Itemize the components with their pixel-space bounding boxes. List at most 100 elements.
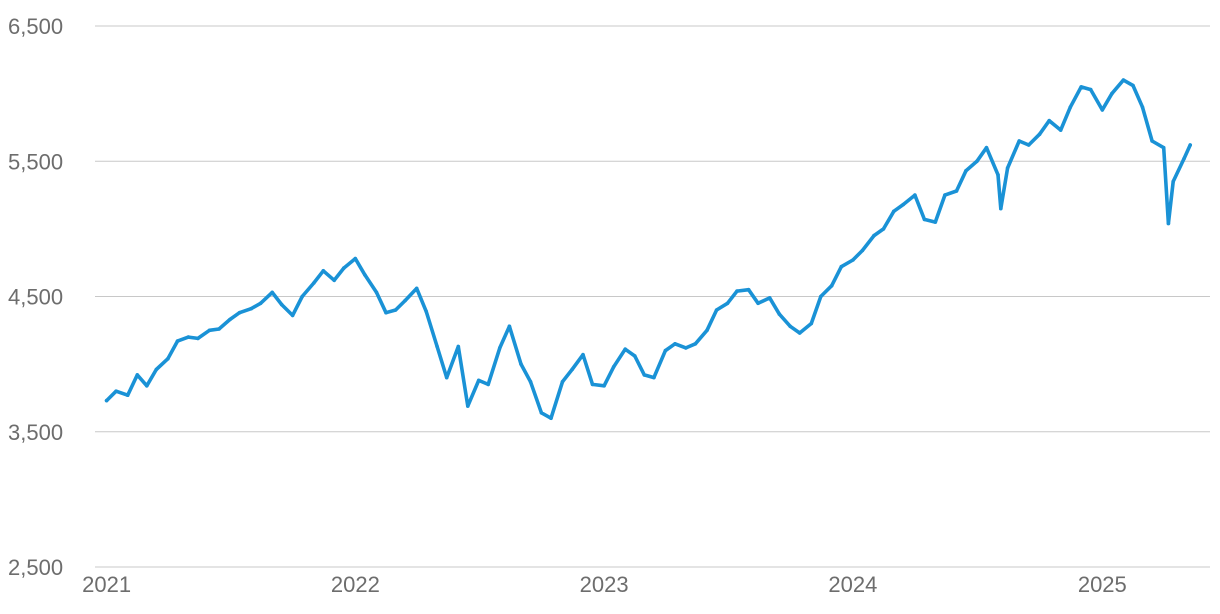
data-point	[196, 336, 200, 341]
data-point	[486, 382, 491, 387]
data-point	[154, 367, 159, 372]
series-0	[104, 78, 1192, 421]
x-tick-label: 2024	[828, 572, 877, 597]
data-point	[228, 317, 232, 322]
data-point	[892, 209, 896, 214]
data-point	[611, 365, 616, 369]
y-tick-label: 6,500	[8, 14, 63, 39]
data-point	[114, 389, 118, 394]
data-point	[590, 382, 595, 387]
data-point	[1047, 118, 1051, 123]
data-point	[633, 354, 637, 358]
data-point	[374, 290, 379, 295]
data-point	[860, 248, 865, 253]
data-point	[777, 312, 782, 316]
data-point	[913, 193, 917, 197]
data-point	[1166, 221, 1171, 226]
data-point	[996, 173, 1000, 177]
data-point	[1088, 87, 1093, 92]
x-axis-ticks: 2021 2022 2023 2024 2025	[82, 572, 1127, 597]
series-line	[104, 78, 1192, 420]
data-point	[279, 302, 284, 307]
data-point	[1182, 156, 1186, 161]
data-point	[756, 301, 760, 306]
data-point	[663, 348, 668, 353]
data-point	[851, 258, 855, 262]
data-point	[207, 328, 212, 333]
data-point	[1161, 145, 1166, 150]
x-tick-label: 2023	[580, 572, 629, 597]
data-point	[767, 296, 772, 300]
data-point	[999, 206, 1003, 211]
data-point	[393, 308, 398, 312]
data-point	[725, 301, 730, 306]
data-point	[456, 344, 461, 349]
data-point	[1017, 139, 1021, 143]
data-point	[943, 193, 947, 197]
data-point	[872, 233, 876, 238]
data-point	[104, 398, 109, 403]
data-point	[1005, 166, 1010, 170]
series-layer	[104, 78, 1192, 421]
data-point	[673, 342, 677, 346]
data-point	[1026, 143, 1031, 147]
data-point	[186, 335, 191, 339]
data-point	[714, 308, 719, 312]
data-point	[809, 321, 814, 326]
data-point	[353, 256, 358, 261]
data-point	[519, 362, 523, 366]
data-point	[881, 227, 886, 231]
data-point	[1058, 128, 1063, 132]
data-point	[954, 189, 959, 193]
data-point	[1100, 108, 1105, 112]
data-point	[570, 367, 574, 372]
data-point	[581, 352, 585, 357]
data-point	[258, 301, 263, 306]
data-point	[507, 324, 512, 329]
data-point	[933, 220, 938, 224]
data-point	[642, 373, 647, 377]
x-tick-label: 2021	[82, 572, 131, 597]
data-point	[528, 379, 533, 384]
data-point	[1150, 139, 1154, 143]
data-point	[1121, 78, 1126, 82]
data-point	[166, 356, 170, 361]
data-point	[175, 339, 180, 343]
y-tick-label: 4,500	[8, 285, 63, 310]
data-point	[476, 378, 481, 383]
data-point	[539, 411, 544, 415]
data-point	[363, 273, 367, 277]
data-point	[829, 283, 834, 288]
data-point	[684, 346, 688, 350]
x-tick-label: 2025	[1078, 572, 1127, 597]
data-point	[746, 287, 751, 292]
y-tick-label: 3,500	[8, 420, 63, 445]
data-point	[1140, 105, 1145, 109]
x-tick-label: 2022	[331, 572, 380, 597]
data-point	[693, 342, 698, 346]
data-point	[1188, 143, 1192, 147]
data-point	[901, 202, 906, 207]
data-point	[975, 159, 979, 164]
data-point	[797, 331, 802, 335]
data-point	[984, 145, 989, 150]
data-point	[498, 346, 502, 350]
data-point	[444, 375, 449, 380]
data-point	[839, 264, 844, 269]
data-point	[332, 278, 337, 283]
data-point	[237, 310, 242, 315]
data-point	[549, 416, 553, 421]
data-point	[384, 310, 388, 315]
data-point	[403, 298, 407, 303]
data-point	[125, 393, 130, 398]
data-point	[1068, 105, 1073, 109]
data-point	[435, 344, 439, 349]
data-point	[652, 375, 656, 380]
data-point	[1110, 91, 1114, 96]
data-point	[922, 217, 927, 222]
data-point	[312, 281, 316, 285]
data-point	[300, 294, 305, 299]
data-point	[735, 289, 739, 293]
data-point	[342, 266, 346, 270]
